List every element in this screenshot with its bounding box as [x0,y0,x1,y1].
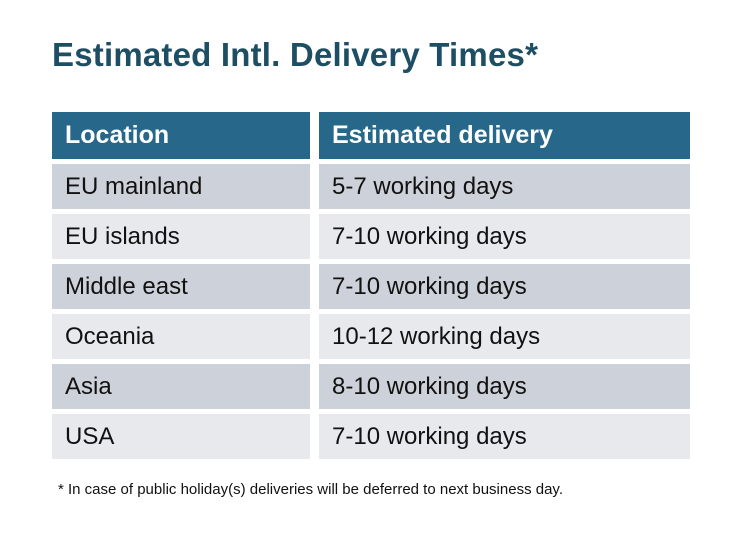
location-cell: USA [52,414,310,459]
table-row: Asia 8-10 working days [52,364,690,409]
footnote-text: * In case of public holiday(s) deliverie… [58,481,563,498]
table-header-row: Location Estimated delivery [52,112,690,159]
location-cell: EU mainland [52,164,310,209]
table-row: EU mainland 5-7 working days [52,164,690,209]
location-cell: EU islands [52,214,310,259]
delivery-cell: 8-10 working days [319,364,690,409]
location-cell: Asia [52,364,310,409]
location-cell: Middle east [52,264,310,309]
column-header-location: Location [52,112,310,159]
table-row: USA 7-10 working days [52,414,690,459]
delivery-times-table: Location Estimated delivery EU mainland … [52,112,690,464]
table-row: Middle east 7-10 working days [52,264,690,309]
page-title: Estimated Intl. Delivery Times* [52,36,539,73]
delivery-cell: 7-10 working days [319,214,690,259]
delivery-cell: 5-7 working days [319,164,690,209]
table-row: EU islands 7-10 working days [52,214,690,259]
delivery-cell: 10-12 working days [319,314,690,359]
delivery-cell: 7-10 working days [319,264,690,309]
location-cell: Oceania [52,314,310,359]
table-row: Oceania 10-12 working days [52,314,690,359]
delivery-cell: 7-10 working days [319,414,690,459]
column-header-estimated-delivery: Estimated delivery [319,112,690,159]
